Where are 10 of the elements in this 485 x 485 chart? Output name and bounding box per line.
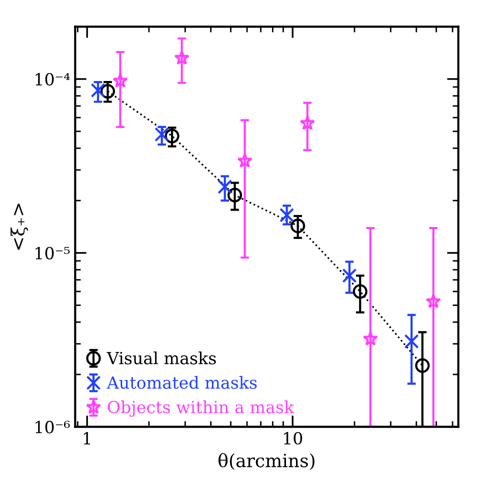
- x-axis-title: θ(arcmins): [218, 453, 314, 470]
- legend-label: Visual masks: [106, 352, 216, 364]
- legend-label: Automated masks: [106, 376, 257, 389]
- x-tick-label: 10: [284, 432, 302, 445]
- legend-label: Objects within a mask: [108, 400, 294, 417]
- x-tick-label: 1: [84, 432, 90, 444]
- y-axis-title: <ξ₊>: [10, 204, 28, 250]
- y-tick-label: 10⁻⁵: [36, 246, 70, 260]
- y-tick-label: 10⁻⁴: [36, 72, 70, 86]
- y-tick-label: 10⁻⁶: [36, 420, 70, 434]
